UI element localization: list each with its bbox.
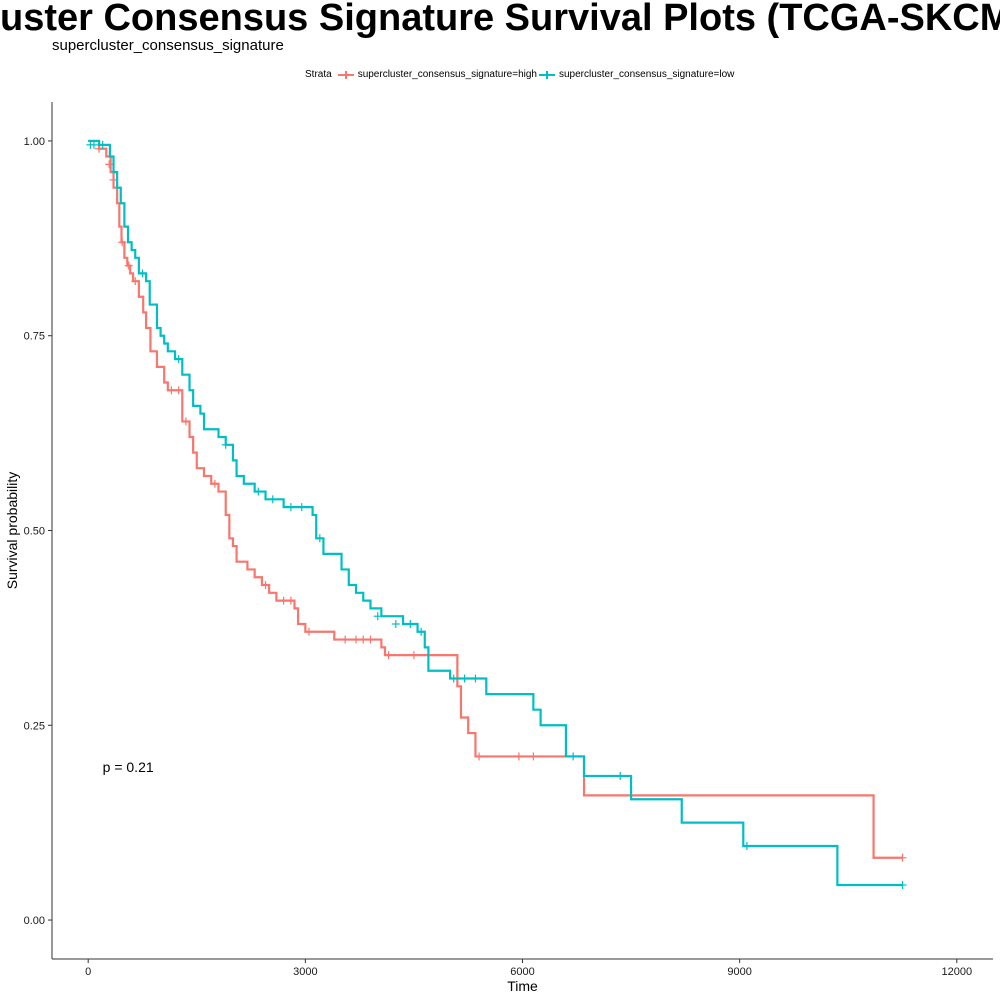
x-tick-label: 6000 [510,966,534,978]
axes: 0 3000 6000 9000 12000 0.00 0.25 0.50 0.75 1.00 [24,102,993,978]
censor-mark [297,503,306,512]
x-axis-label: Time [507,978,538,994]
censor-mark [98,140,107,149]
censor-mark [124,261,133,270]
censor-mark [210,479,219,488]
legend-key-low [538,70,555,80]
legend-item-low: supercluster_consensus_signature=low [538,69,735,80]
censor-mark [529,752,538,761]
censor-mark [384,651,393,660]
censor-mark [268,495,277,504]
chart-subtitle: supercluster_consensus_signature [52,37,284,54]
y-axis-label: Survival probability [4,472,20,590]
censor-mark [460,674,469,683]
legend-label-high: supercluster_consensus_signature=high [357,69,537,80]
censor-mark [181,417,190,426]
y-tick-label: 0.75 [24,331,45,343]
censor-mark [138,269,147,278]
censor-mark [315,534,324,543]
x-tick-label: 3000 [293,966,317,978]
survival-curve-low [88,139,903,887]
censor-mark [449,674,458,683]
legend-label-low: supercluster_consensus_signature=low [558,69,735,80]
x-tick-label: 9000 [727,966,751,978]
y-tick-label: 0.25 [24,720,45,732]
censor-mark [95,144,104,153]
censor-mark [167,386,176,395]
censor-mark [359,635,368,644]
censor-mark [174,386,183,395]
survival-curve-high [88,139,903,859]
censor-mark [391,619,400,628]
censor-mark [341,635,350,644]
censor-mark [366,635,375,644]
x-tick-label: 0 [85,966,91,978]
series-group [86,139,907,889]
y-tick-label: 1.00 [24,136,45,148]
censor-mark [279,596,288,605]
censor-mark [742,842,751,851]
legend-item-high: supercluster_consensus_signature=high [337,69,537,80]
censor-mark [352,635,361,644]
censor-mark [254,487,263,496]
censor-mark [409,651,418,660]
legend-title: Strata [305,69,332,80]
chart-title: uster Consensus Signature Survival Plots… [0,0,1000,39]
censor-mark [174,355,183,364]
censor-mark [261,581,270,590]
censor-mark [898,853,907,862]
censor-mark [286,596,295,605]
censor-mark [304,627,313,636]
censor-mark [417,627,426,636]
censor-mark [406,619,415,628]
censor-mark [131,277,140,286]
legend: Strata supercluster_consensus_signature=… [305,69,736,80]
censor-mark [475,752,484,761]
x-tick-label: 12000 [942,966,973,978]
censor-mark [616,771,625,780]
censor-mark [89,140,98,149]
censor-mark [471,674,480,683]
y-tick-label: 0.00 [24,915,45,927]
censor-mark [221,440,230,449]
censor-mark [514,752,523,761]
legend-key-high [337,70,354,80]
censor-mark [118,238,127,247]
censor-mark [286,503,295,512]
y-tick-label: 0.50 [24,526,45,538]
p-value-annotation: p = 0.21 [103,759,154,775]
censor-mark [373,612,382,621]
censor-mark [898,880,907,889]
censor-mark [105,160,114,169]
censor-mark [569,752,578,761]
